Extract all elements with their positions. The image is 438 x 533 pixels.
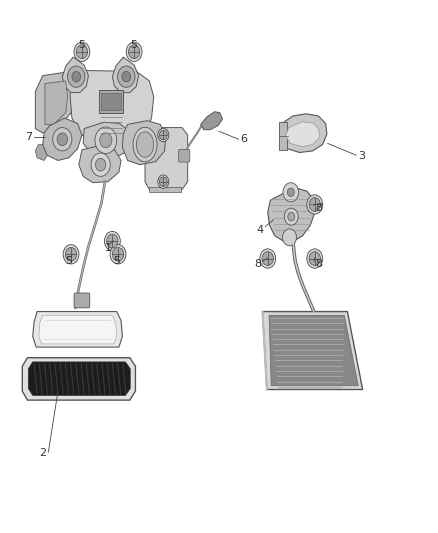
Polygon shape — [28, 362, 130, 395]
Polygon shape — [268, 188, 315, 241]
Circle shape — [122, 71, 131, 82]
Circle shape — [63, 245, 79, 264]
Circle shape — [113, 247, 124, 261]
Polygon shape — [201, 112, 223, 130]
Polygon shape — [43, 118, 82, 160]
Circle shape — [158, 175, 169, 188]
Circle shape — [307, 195, 323, 214]
Ellipse shape — [136, 132, 154, 157]
Text: 8: 8 — [315, 259, 323, 269]
Circle shape — [309, 198, 321, 212]
Circle shape — [262, 252, 273, 265]
Circle shape — [91, 153, 110, 176]
FancyBboxPatch shape — [99, 91, 123, 113]
Polygon shape — [145, 127, 187, 190]
Circle shape — [53, 127, 72, 151]
Circle shape — [117, 66, 135, 87]
Polygon shape — [79, 146, 121, 183]
Text: 5: 5 — [65, 256, 72, 266]
Circle shape — [57, 133, 67, 146]
Text: 4: 4 — [257, 225, 264, 236]
Text: 8: 8 — [254, 259, 262, 269]
Circle shape — [288, 213, 295, 221]
Circle shape — [65, 247, 77, 261]
Circle shape — [260, 249, 276, 268]
FancyBboxPatch shape — [149, 187, 181, 192]
Polygon shape — [35, 144, 48, 160]
FancyBboxPatch shape — [102, 93, 120, 110]
FancyBboxPatch shape — [179, 149, 190, 162]
Polygon shape — [35, 71, 73, 133]
Polygon shape — [33, 312, 122, 347]
Circle shape — [72, 71, 81, 82]
Text: 7: 7 — [25, 132, 32, 142]
Polygon shape — [122, 120, 166, 165]
Text: 6: 6 — [241, 134, 248, 144]
Text: 5: 5 — [113, 256, 120, 266]
Text: 2: 2 — [39, 448, 46, 458]
Polygon shape — [62, 57, 88, 93]
Polygon shape — [83, 122, 131, 158]
Polygon shape — [286, 122, 319, 147]
Polygon shape — [45, 81, 67, 124]
Circle shape — [100, 133, 112, 148]
Circle shape — [104, 231, 120, 251]
Circle shape — [110, 245, 126, 264]
Polygon shape — [39, 316, 117, 344]
Circle shape — [284, 208, 298, 225]
Polygon shape — [280, 114, 327, 152]
Circle shape — [309, 252, 321, 265]
Circle shape — [67, 66, 85, 87]
FancyBboxPatch shape — [279, 122, 287, 150]
Circle shape — [128, 45, 140, 59]
Circle shape — [74, 42, 90, 61]
Circle shape — [283, 229, 297, 246]
Circle shape — [159, 177, 167, 187]
Circle shape — [158, 128, 169, 142]
Circle shape — [287, 188, 294, 197]
Circle shape — [95, 158, 106, 171]
Text: 3: 3 — [358, 151, 365, 161]
Text: 8: 8 — [315, 203, 323, 213]
Text: 5: 5 — [78, 40, 85, 50]
Text: 5: 5 — [131, 40, 138, 50]
Polygon shape — [262, 312, 363, 390]
Polygon shape — [113, 57, 138, 93]
Circle shape — [283, 183, 299, 202]
FancyBboxPatch shape — [74, 293, 90, 308]
Circle shape — [95, 127, 117, 154]
Circle shape — [307, 249, 323, 268]
Text: 1: 1 — [105, 243, 112, 253]
Ellipse shape — [133, 127, 157, 162]
Circle shape — [76, 45, 88, 59]
Polygon shape — [70, 70, 154, 149]
Polygon shape — [22, 358, 135, 400]
Circle shape — [107, 234, 118, 248]
Polygon shape — [269, 316, 358, 386]
Circle shape — [126, 42, 142, 61]
Circle shape — [159, 130, 167, 140]
